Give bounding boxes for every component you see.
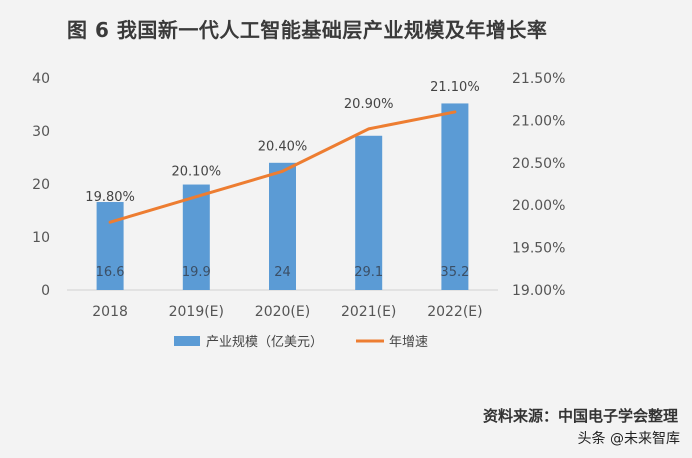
x-tick-label: 2022(E) bbox=[427, 304, 482, 320]
bar-value-label: 16.6 bbox=[96, 265, 125, 280]
bar bbox=[355, 135, 383, 290]
x-tick-label: 2021(E) bbox=[341, 304, 396, 320]
chart: 0 10 20 30 40 19.00% 19.50% 20.00% 20.50% 21.00%… bbox=[32, 71, 565, 350]
chart-title: 图 6 我国新一代人工智能基础层产业规模及年增长率 bbox=[67, 18, 548, 42]
legend-swatch-bar bbox=[174, 336, 200, 346]
right-tick-label: 20.50% bbox=[512, 156, 565, 172]
bar-series: 16.6 19.9 24 29.1 35.2 bbox=[96, 103, 469, 290]
right-tick-label: 20.00% bbox=[512, 198, 565, 214]
line-value-label: 19.80% bbox=[85, 190, 135, 205]
bar-value-label: 24 bbox=[274, 265, 291, 280]
left-tick-label: 0 bbox=[41, 283, 50, 299]
line-value-label: 20.90% bbox=[344, 97, 394, 112]
legend-label-line: 年增速 bbox=[389, 335, 428, 350]
x-axis-labels: 2018 2019(E) 2020(E) 2021(E) 2022(E) bbox=[92, 304, 482, 320]
bar bbox=[182, 184, 210, 290]
bar-value-label: 35.2 bbox=[440, 265, 469, 280]
right-axis: 19.00% 19.50% 20.00% 20.50% 21.00% 21.50% bbox=[512, 71, 565, 299]
left-tick-label: 20 bbox=[32, 177, 50, 193]
legend: 产业规模（亿美元） 年增速 bbox=[174, 335, 428, 350]
x-tick-label: 2020(E) bbox=[255, 304, 310, 320]
x-tick-label: 2019(E) bbox=[169, 304, 224, 320]
x-tick-label: 2018 bbox=[92, 304, 128, 320]
right-tick-label: 19.00% bbox=[512, 283, 565, 299]
bar bbox=[441, 103, 469, 290]
growth-line bbox=[108, 110, 457, 224]
line-value-label: 20.10% bbox=[172, 165, 222, 180]
bar-value-label: 19.9 bbox=[182, 265, 211, 280]
line-value-label: 20.40% bbox=[258, 139, 308, 154]
left-axis: 0 10 20 30 40 bbox=[32, 71, 50, 299]
bar bbox=[269, 162, 296, 290]
bar bbox=[96, 202, 124, 290]
legend-label-bar: 产业规模（亿美元） bbox=[206, 335, 323, 350]
left-tick-label: 10 bbox=[32, 230, 50, 246]
left-tick-label: 30 bbox=[32, 124, 50, 140]
right-tick-label: 21.00% bbox=[512, 113, 565, 129]
right-tick-label: 19.50% bbox=[512, 241, 565, 257]
line-series: 19.80% 20.10% 20.40% 20.90% 21.10% bbox=[85, 80, 480, 224]
right-tick-label: 21.50% bbox=[512, 71, 565, 87]
bar-value-label: 29.1 bbox=[354, 265, 383, 280]
source-note: 资料来源：中国电子学会整理 bbox=[482, 407, 678, 425]
watermark: 头条 @未来智库 bbox=[577, 431, 680, 447]
line-value-label: 21.10% bbox=[430, 80, 480, 95]
left-tick-label: 40 bbox=[32, 71, 50, 87]
